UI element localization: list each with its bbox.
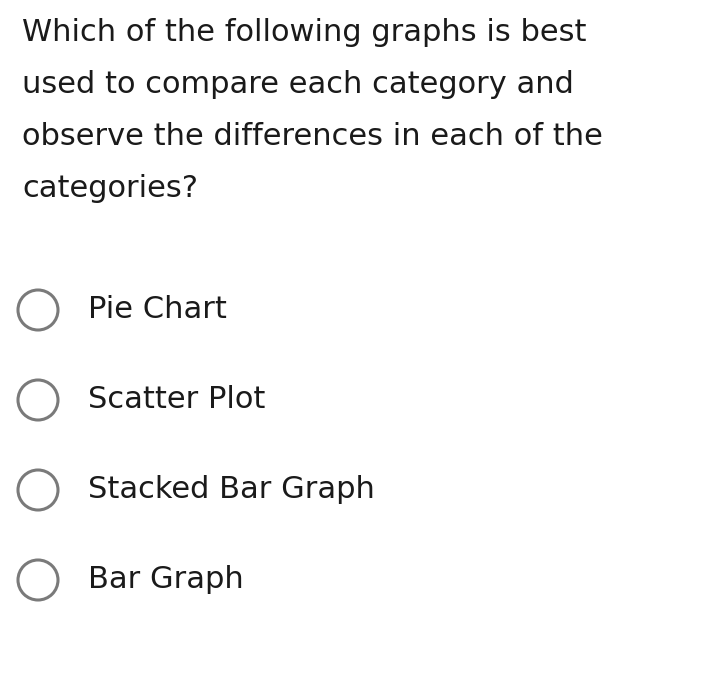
Text: Scatter Plot: Scatter Plot [88, 386, 265, 415]
Text: observe the differences in each of the: observe the differences in each of the [22, 122, 603, 151]
Text: Bar Graph: Bar Graph [88, 565, 244, 594]
Text: Pie Chart: Pie Chart [88, 295, 227, 324]
Text: Which of the following graphs is best: Which of the following graphs is best [22, 18, 587, 47]
Text: Stacked Bar Graph: Stacked Bar Graph [88, 475, 375, 505]
Text: used to compare each category and: used to compare each category and [22, 70, 574, 99]
Text: categories?: categories? [22, 174, 198, 203]
